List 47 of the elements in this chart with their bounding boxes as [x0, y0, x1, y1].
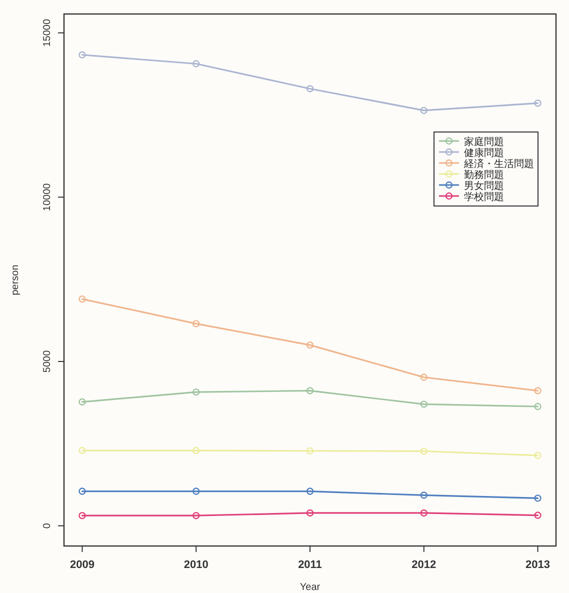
point	[192, 60, 200, 68]
point	[192, 388, 200, 396]
point	[78, 446, 86, 454]
point	[534, 452, 542, 460]
legend-label: 経済・生活問題	[463, 158, 534, 170]
point	[420, 509, 428, 517]
y-tick-label: 15000	[42, 18, 53, 47]
x-tick-label: 2013	[526, 559, 550, 571]
x-tick-label: 2012	[412, 559, 436, 571]
point	[192, 320, 200, 328]
legend-label: 勤務問題	[464, 169, 504, 181]
point	[192, 488, 200, 495]
y-axis-title: person	[10, 264, 21, 296]
point	[534, 402, 542, 410]
x-axis-title: Year	[300, 582, 321, 593]
point	[306, 509, 314, 517]
x-tick-label: 2010	[184, 559, 208, 571]
legend-label: 健康問題	[464, 147, 504, 159]
point	[192, 512, 200, 520]
point	[78, 398, 86, 406]
point	[420, 374, 428, 381]
point	[192, 446, 200, 454]
point	[420, 400, 428, 408]
point	[534, 494, 542, 502]
point	[78, 295, 86, 303]
legend-label: 家庭問題	[464, 136, 504, 148]
point	[78, 488, 86, 495]
legend-label: 男女問題	[464, 180, 504, 192]
point	[306, 488, 314, 495]
point	[306, 447, 314, 454]
point	[420, 448, 428, 455]
point	[534, 512, 542, 519]
y-tick-label: 10000	[42, 182, 53, 212]
point	[306, 341, 314, 349]
x-tick-label: 2009	[70, 559, 94, 571]
point	[78, 512, 86, 520]
x-tick-label: 2011	[298, 559, 322, 571]
y-tick-label: 5000	[42, 350, 53, 373]
point	[420, 492, 428, 499]
point	[534, 100, 542, 107]
point	[78, 51, 86, 58]
point	[420, 106, 428, 114]
point	[306, 387, 314, 394]
y-tick-label: 0	[42, 522, 53, 529]
point	[534, 387, 542, 394]
point	[306, 85, 314, 92]
legend-label: 学校問題	[464, 191, 504, 203]
